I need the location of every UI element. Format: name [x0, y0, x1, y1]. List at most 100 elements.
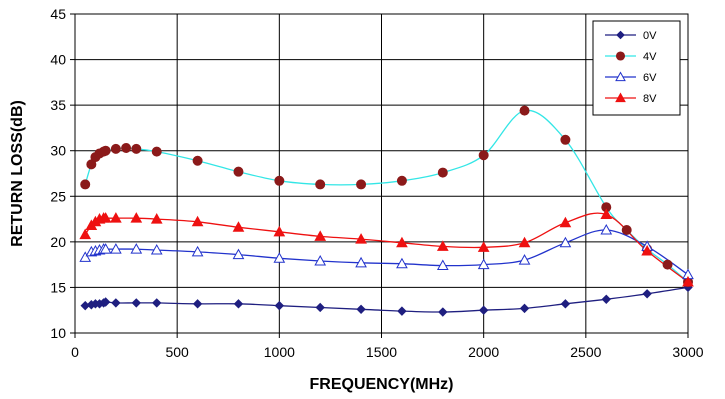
data-point — [192, 155, 203, 166]
data-point — [559, 216, 572, 228]
data-point — [191, 215, 204, 227]
data-point — [192, 299, 203, 309]
data-point — [682, 275, 694, 287]
data-point — [601, 294, 611, 304]
data-point — [121, 142, 132, 153]
data-point — [478, 150, 489, 161]
data-point — [274, 175, 285, 186]
data-point — [273, 252, 286, 263]
x-tick-label: 2500 — [570, 344, 601, 360]
legend-label: 0V — [643, 30, 657, 42]
legend-item-6v: 6V — [605, 71, 657, 84]
data-point — [274, 300, 285, 311]
data-point — [396, 257, 408, 269]
data-point — [356, 304, 366, 315]
x-tick-label: 500 — [165, 344, 189, 360]
data-point — [111, 298, 121, 308]
data-point — [131, 143, 142, 154]
y-axis-ticks: 10 15 20 25 30 35 40 45 — [50, 6, 75, 341]
y-tick-label: 30 — [50, 143, 66, 159]
data-point — [151, 146, 162, 157]
data-point — [150, 213, 163, 224]
data-point — [477, 241, 490, 252]
data-point — [232, 221, 245, 232]
legend-label: 4V — [643, 51, 657, 63]
legend-item-4v: 4V — [605, 51, 657, 63]
data-point — [559, 236, 572, 248]
legend: 0V 4V 6V 8V — [592, 20, 681, 116]
data-point — [519, 105, 530, 116]
data-point — [315, 302, 325, 313]
data-point — [232, 248, 245, 260]
legend-item-0v: 0V — [605, 30, 657, 42]
data-point — [438, 307, 448, 317]
series-points-8v — [79, 208, 694, 287]
x-tick-label: 2000 — [468, 344, 499, 360]
data-point — [233, 166, 244, 177]
data-point — [662, 259, 673, 270]
legend-marker — [615, 71, 626, 82]
data-point — [396, 175, 407, 186]
x-tick-label: 1000 — [264, 344, 295, 360]
data-point — [100, 297, 111, 307]
data-point — [110, 143, 121, 154]
data-point — [79, 228, 92, 240]
series-points-0v — [80, 282, 693, 317]
data-point — [314, 254, 327, 266]
data-point — [397, 306, 407, 316]
legend-item-8v: 8V — [605, 92, 657, 105]
data-point — [600, 208, 613, 220]
series-points-6v — [79, 223, 694, 280]
data-point — [315, 179, 326, 190]
data-point — [437, 167, 448, 178]
data-point — [621, 225, 632, 236]
data-point — [642, 289, 652, 299]
y-tick-label: 25 — [50, 188, 66, 204]
data-point — [79, 251, 92, 262]
y-axis-title: RETURN LOSS(dB) — [9, 100, 26, 247]
data-point — [477, 258, 490, 270]
data-point — [150, 244, 163, 255]
legend-marker — [615, 92, 626, 103]
data-point — [152, 298, 162, 308]
data-point — [436, 259, 449, 271]
data-point — [641, 244, 653, 256]
data-point — [99, 243, 112, 254]
data-point — [233, 299, 244, 309]
data-point — [355, 233, 367, 244]
x-tick-label: 3000 — [672, 344, 703, 360]
y-tick-label: 10 — [50, 325, 66, 341]
data-point — [100, 145, 111, 156]
data-point — [518, 236, 531, 248]
series-markers — [79, 105, 694, 317]
data-point — [314, 230, 327, 241]
legend-label: 8V — [643, 93, 657, 105]
x-tick-label: 0 — [71, 344, 79, 360]
y-tick-label: 40 — [50, 52, 66, 68]
data-point — [191, 245, 204, 257]
data-point — [110, 212, 122, 223]
data-point — [560, 134, 571, 145]
data-point — [600, 223, 613, 235]
legend-marker — [615, 51, 626, 61]
data-point — [131, 298, 142, 308]
legend-label: 6V — [643, 72, 657, 84]
y-tick-label: 20 — [50, 234, 66, 250]
data-point — [478, 305, 489, 315]
data-point — [355, 256, 367, 268]
data-point — [519, 303, 530, 314]
data-point — [110, 243, 122, 254]
data-point — [273, 225, 286, 237]
x-axis-title: FREQUENCY(MHz) — [310, 376, 454, 393]
legend-box — [592, 20, 681, 116]
data-point — [80, 179, 91, 190]
data-point — [130, 212, 143, 223]
data-point — [518, 254, 531, 265]
data-point — [396, 236, 408, 248]
data-point — [436, 240, 449, 251]
data-point — [560, 299, 571, 309]
x-tick-label: 1500 — [366, 344, 397, 360]
y-tick-label: 35 — [50, 97, 66, 113]
legend-marker — [616, 30, 625, 40]
